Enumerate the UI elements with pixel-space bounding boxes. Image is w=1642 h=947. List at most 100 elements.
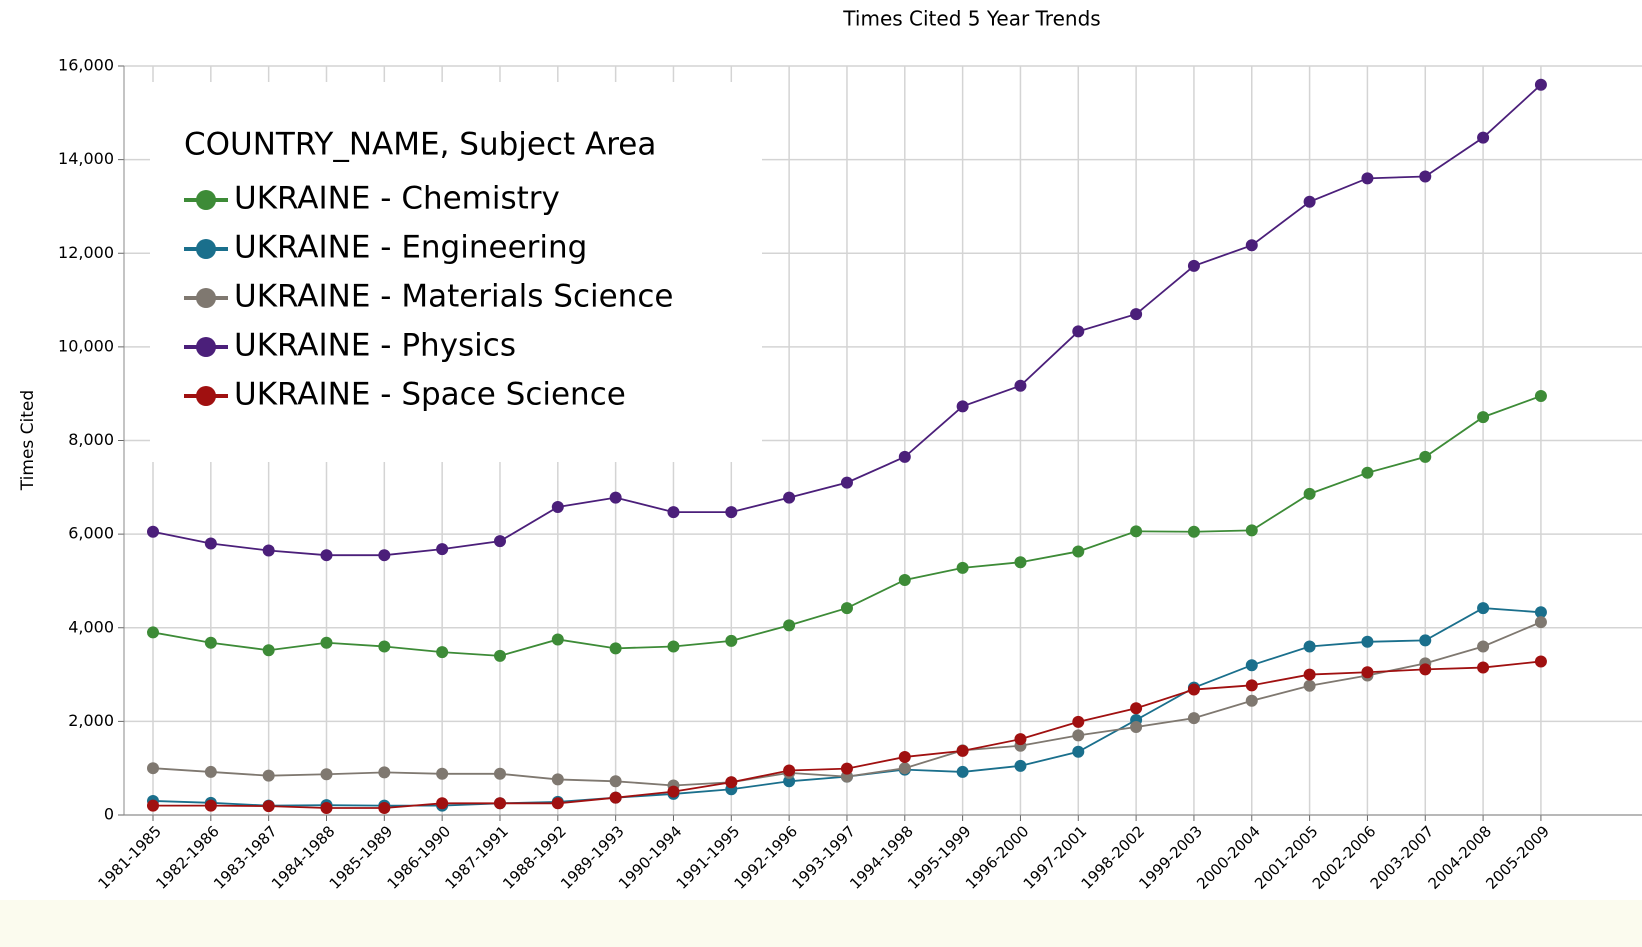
data-point: [1477, 131, 1490, 144]
data-point: [1477, 411, 1490, 424]
data-point: [1072, 545, 1085, 558]
data-point: [1419, 663, 1432, 676]
data-point: [1419, 170, 1432, 183]
data-point: [320, 768, 333, 781]
data-point: [378, 766, 391, 779]
data-point: [147, 799, 159, 812]
data-point: [783, 619, 796, 632]
data-point: [1072, 325, 1085, 338]
data-point: [1187, 683, 1200, 696]
legend-label: UKRAINE - Materials Science: [234, 279, 673, 315]
data-point: [1303, 668, 1316, 681]
data-point: [262, 769, 275, 782]
data-point: [667, 506, 680, 519]
data-point: [147, 525, 159, 538]
data-point: [725, 634, 738, 647]
data-point: [898, 574, 911, 587]
data-point: [320, 801, 333, 814]
legend-label: UKRAINE - Space Science: [234, 377, 626, 413]
data-point: [609, 775, 622, 788]
data-point: [204, 537, 217, 550]
y-tick-label: 8,000: [68, 430, 114, 449]
data-point: [898, 750, 911, 763]
data-point: [1130, 308, 1143, 321]
data-point: [667, 640, 680, 653]
data-point: [1130, 702, 1143, 715]
legend-swatch-dot: [196, 288, 216, 308]
data-point: [320, 636, 333, 649]
y-tick-label: 16,000: [58, 56, 114, 75]
y-tick-label: 0: [104, 805, 114, 824]
data-point: [1361, 635, 1374, 648]
data-point: [1303, 195, 1316, 208]
y-tick-label: 12,000: [58, 243, 114, 262]
y-tick-label: 6,000: [68, 524, 114, 543]
legend: COUNTRY_NAME, Subject Area UKRAINE - Chem…: [184, 127, 673, 413]
data-point: [667, 785, 680, 798]
y-tick-label: 4,000: [68, 617, 114, 636]
legend-label: UKRAINE - Physics: [234, 328, 516, 364]
legend-label: UKRAINE - Engineering: [234, 230, 587, 266]
data-point: [956, 744, 969, 757]
data-point: [378, 640, 391, 653]
data-point: [840, 476, 853, 489]
legend-box: [150, 82, 762, 462]
data-point: [956, 400, 969, 413]
series: [147, 78, 1547, 814]
data-point: [378, 549, 391, 562]
data-point: [783, 764, 796, 777]
data-point: [1187, 525, 1200, 538]
data-point: [1303, 640, 1316, 653]
data-point: [898, 762, 911, 775]
x-tick-label: 2005-2009: [1482, 822, 1553, 893]
y-tick-label: 2,000: [68, 711, 114, 730]
data-point: [609, 642, 622, 655]
data-point: [840, 762, 853, 775]
data-point: [436, 767, 449, 780]
data-point: [609, 491, 622, 504]
data-point: [1361, 466, 1374, 479]
data-point: [1014, 759, 1027, 772]
data-point: [1014, 733, 1027, 746]
data-point: [1303, 487, 1316, 500]
data-point: [551, 633, 564, 646]
legend-swatch-dot: [196, 337, 216, 357]
data-point: [1245, 694, 1258, 707]
legend-swatch-dot: [196, 239, 216, 259]
data-point: [1014, 379, 1027, 392]
data-point: [493, 535, 506, 548]
data-point: [147, 626, 159, 639]
y-axis-label: Times Cited: [18, 390, 38, 491]
data-point: [551, 773, 564, 786]
legend-swatch-dot: [196, 386, 216, 406]
data-point: [1245, 679, 1258, 692]
data-point: [436, 543, 449, 556]
data-point: [956, 561, 969, 574]
data-point: [1534, 78, 1547, 91]
legend-background: [150, 82, 762, 462]
data-point: [840, 602, 853, 615]
data-point: [1014, 556, 1027, 569]
data-point: [1245, 524, 1258, 537]
data-point: [1130, 720, 1143, 733]
data-point: [262, 644, 275, 657]
data-point: [378, 801, 391, 814]
data-point: [1477, 602, 1490, 615]
data-point: [1187, 259, 1200, 272]
data-point: [1419, 634, 1432, 647]
data-point: [1072, 715, 1085, 728]
data-point: [1477, 640, 1490, 653]
data-point: [436, 797, 449, 810]
legend-swatch-dot: [196, 190, 216, 210]
data-point: [783, 491, 796, 504]
data-point: [493, 649, 506, 662]
legend-label: UKRAINE - Chemistry: [234, 181, 560, 217]
data-point: [551, 797, 564, 810]
legend-title: COUNTRY_NAME, Subject Area: [184, 127, 656, 163]
data-point: [783, 775, 796, 788]
data-point: [204, 636, 217, 649]
data-point: [493, 797, 506, 810]
data-point: [725, 506, 738, 519]
data-point: [1303, 679, 1316, 692]
data-point: [262, 800, 275, 813]
